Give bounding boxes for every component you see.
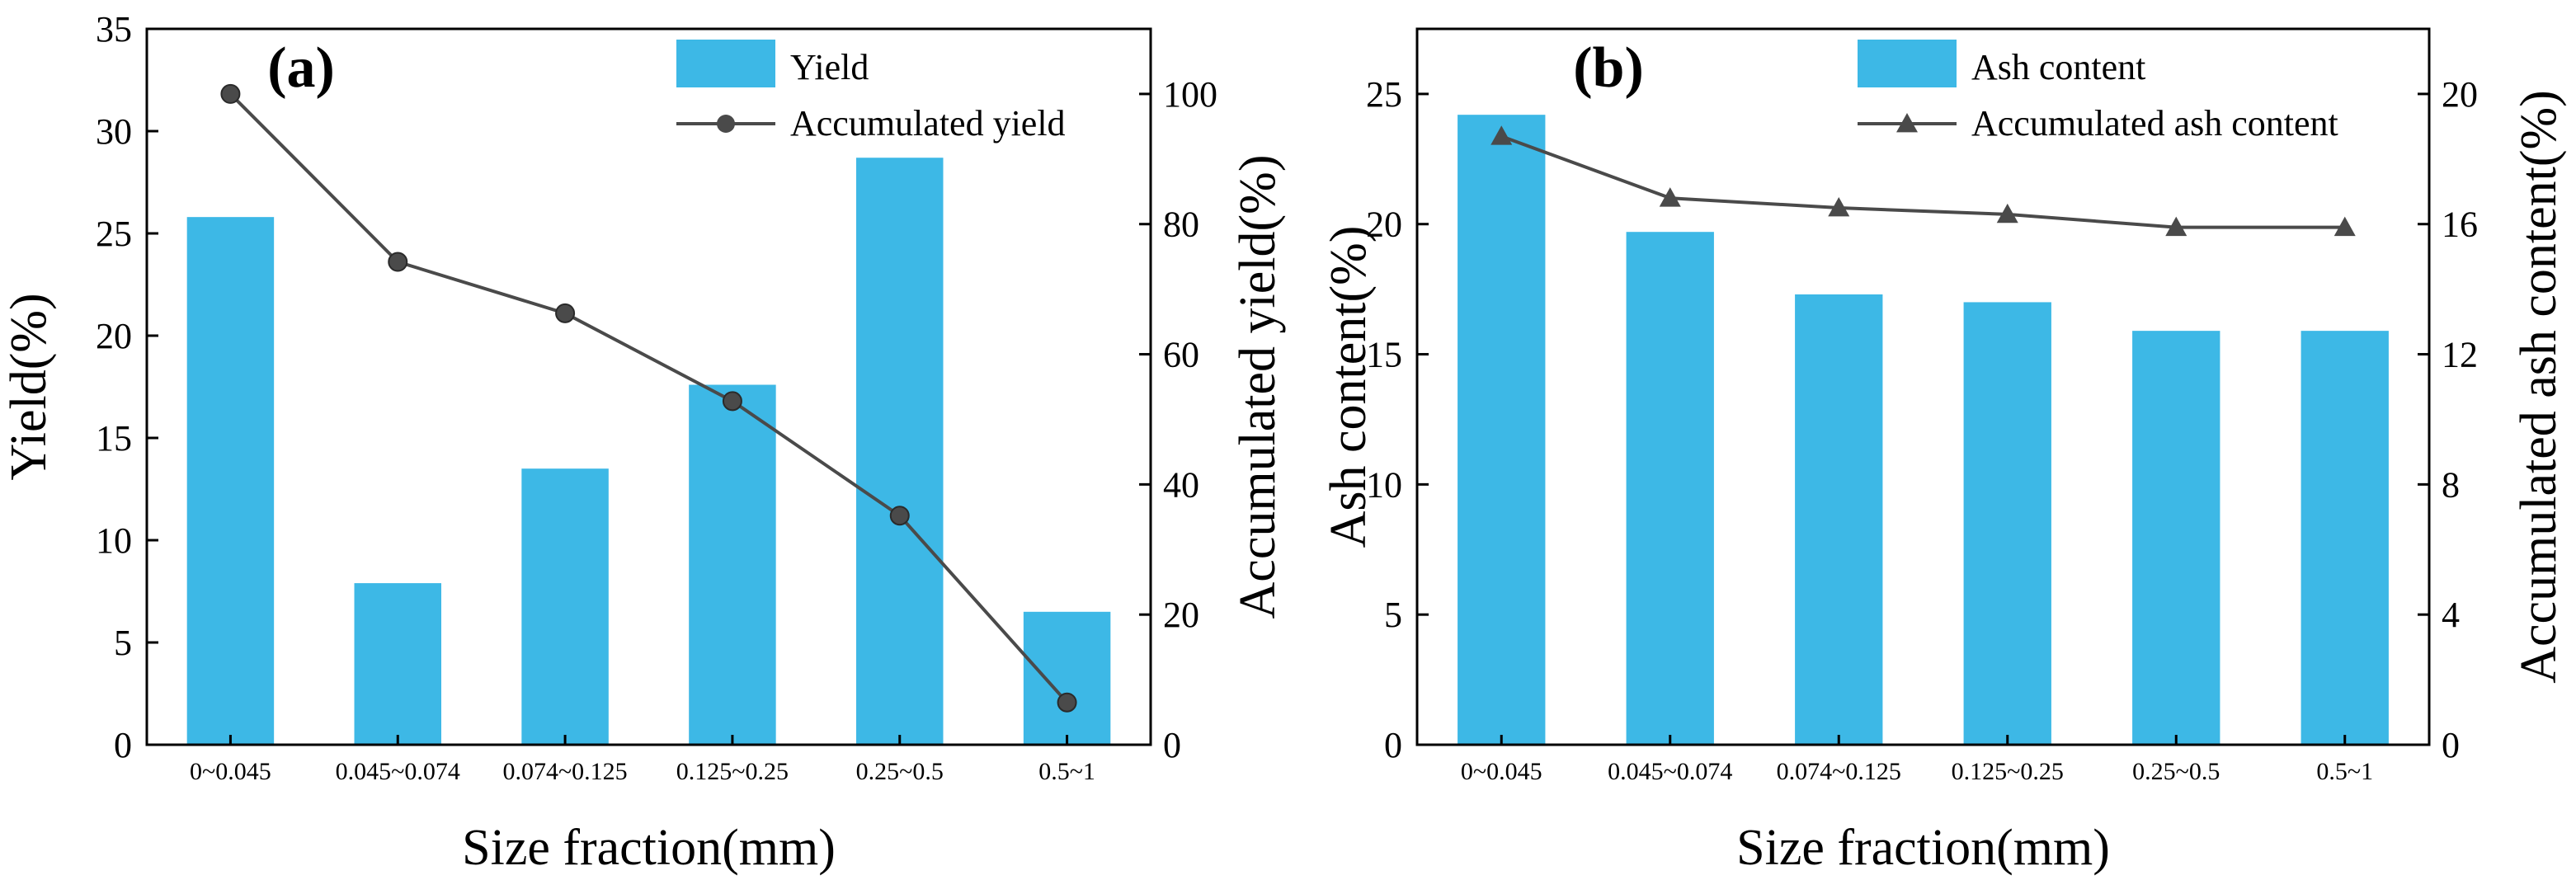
y-tick-label: 0 bbox=[1384, 725, 1402, 765]
line-point bbox=[722, 391, 742, 412]
y-axis-label: Yield(%) bbox=[1, 293, 57, 480]
legend-label: Accumulated ash content bbox=[1971, 103, 2338, 144]
legend-label: Accumulated yield bbox=[790, 103, 1066, 144]
x-tick-label: 0.25~0.5 bbox=[856, 758, 944, 785]
bar-0.074~0.125 bbox=[1795, 294, 1883, 745]
x-tick-label: 0.045~0.074 bbox=[1608, 758, 1732, 785]
y2-tick-label: 16 bbox=[2442, 205, 2478, 245]
bar-0~0.045 bbox=[186, 217, 275, 745]
bar-0.5~1 bbox=[2301, 331, 2389, 745]
line-point bbox=[1996, 203, 2018, 224]
x-tick-label: 0.25~0.5 bbox=[2132, 758, 2220, 785]
x-tick-label: 0.074~0.125 bbox=[1777, 758, 1901, 785]
legend-marker bbox=[1896, 113, 1918, 133]
line-accumulated-yield bbox=[228, 92, 1069, 704]
y2-tick-label: 40 bbox=[1163, 464, 1199, 505]
bar-0.5~1 bbox=[1023, 611, 1111, 745]
y-tick-label: 5 bbox=[1384, 595, 1402, 635]
legend-marker bbox=[717, 115, 735, 133]
line-point bbox=[889, 506, 910, 526]
panel-a: 0 5 10 15 20 25 30 35 0 20 40 60 80 100 0~0.045 0.045~0… bbox=[1, 9, 1286, 876]
panel-label: (a) bbox=[267, 36, 335, 100]
y-tick-label: 20 bbox=[96, 316, 132, 356]
y-tick-label: 5 bbox=[114, 623, 132, 663]
y-tick-label: 30 bbox=[96, 111, 132, 152]
panel-b: 0 5 10 15 20 25 0 4 8 12 16 20 0~0.045 0.045~0.074 0.0… bbox=[1321, 27, 2567, 876]
bar-0.125~0.25 bbox=[1963, 302, 2051, 745]
y-tick-label: 15 bbox=[1366, 335, 1402, 375]
y2-tick-label: 8 bbox=[2442, 464, 2460, 505]
line-point bbox=[220, 83, 241, 104]
line-point bbox=[2333, 216, 2356, 237]
y2-tick-label: 0 bbox=[1163, 725, 1181, 765]
y2-tick-label: 20 bbox=[1163, 595, 1199, 635]
line-point bbox=[388, 252, 408, 272]
y-tick-label: 25 bbox=[96, 214, 132, 254]
x-tick-label: 0.5~1 bbox=[2316, 758, 2373, 785]
line-point bbox=[1491, 125, 1513, 145]
y2-tick-label: 20 bbox=[2442, 74, 2478, 115]
panel-label: (b) bbox=[1573, 36, 1644, 100]
x-tick-label: 0.125~0.25 bbox=[676, 758, 789, 785]
y-tick-label: 0 bbox=[114, 725, 132, 765]
x-tick-label: 0~0.045 bbox=[190, 758, 271, 785]
y2-tick-label: 100 bbox=[1163, 74, 1217, 115]
x-tick-label: 0.045~0.074 bbox=[336, 758, 460, 785]
y2-tick-label: 4 bbox=[2442, 595, 2460, 635]
line-point bbox=[1659, 187, 1681, 207]
y-tick-label: 15 bbox=[96, 418, 132, 459]
bar-0.125~0.25 bbox=[689, 384, 776, 745]
x-tick-label: 0.074~0.125 bbox=[502, 758, 627, 785]
bar-0.25~0.5 bbox=[856, 158, 944, 746]
y-axis-label: Ash content(%) bbox=[1321, 226, 1377, 548]
legend-swatch-bar bbox=[1858, 40, 1957, 87]
line-point bbox=[555, 303, 576, 323]
line-point bbox=[2165, 216, 2187, 237]
y-tick-label: 10 bbox=[96, 520, 132, 561]
y-tick-label: 20 bbox=[1366, 205, 1402, 245]
y2-tick-label: 12 bbox=[2442, 335, 2478, 375]
x-axis-label: Size fraction(mm) bbox=[462, 820, 836, 876]
x-tick-label: 0.125~0.25 bbox=[1952, 758, 2064, 785]
bar-0.045~0.074 bbox=[354, 583, 441, 745]
y2-tick-label: 60 bbox=[1163, 335, 1199, 375]
plot-frame bbox=[1415, 27, 2431, 746]
y2-tick-label: 0 bbox=[2442, 725, 2460, 765]
line-point bbox=[1057, 692, 1077, 713]
x-tick-label: 0.5~1 bbox=[1038, 758, 1095, 785]
y-tick-label: 10 bbox=[1366, 464, 1402, 505]
x-tick-label: 0~0.045 bbox=[1461, 758, 1542, 785]
legend-swatch-bar bbox=[676, 40, 775, 87]
legend-label: Yield bbox=[790, 47, 869, 87]
bar-0~0.045 bbox=[1458, 115, 1546, 745]
y2-axis-label: Accumulated ash content(%) bbox=[2511, 90, 2567, 684]
bar-0.045~0.074 bbox=[1626, 232, 1714, 745]
legend-label: Ash content bbox=[1971, 47, 2145, 87]
y2-tick-label: 80 bbox=[1163, 205, 1199, 245]
y-tick-label: 25 bbox=[1366, 74, 1402, 115]
x-axis-label: Size fraction(mm) bbox=[1736, 820, 2110, 876]
plot-frame bbox=[145, 27, 1152, 746]
bar-0.25~0.5 bbox=[2132, 331, 2220, 745]
y-tick-label: 35 bbox=[96, 9, 132, 49]
bar-0.074~0.125 bbox=[521, 468, 609, 745]
line-point bbox=[1828, 197, 1850, 217]
line-accumulated-ash-content bbox=[1500, 134, 2345, 229]
y2-axis-label: Accumulated yield(%) bbox=[1230, 155, 1286, 619]
